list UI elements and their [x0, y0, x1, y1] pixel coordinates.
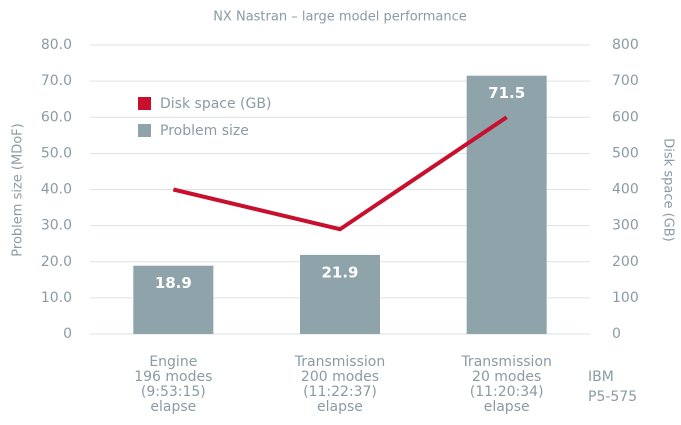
y2-tick-label: 700 — [612, 73, 639, 89]
y-tick-label: 70.0 — [41, 73, 72, 89]
line — [172, 115, 508, 232]
y2-tick-label: 600 — [612, 109, 639, 125]
legend-label: Disk space (GB) — [160, 96, 271, 112]
legend-swatch — [138, 97, 151, 110]
y2-tick-label: 0 — [612, 326, 621, 342]
x-tick-label: Engine 196 modes (9:53:15) elapse — [134, 354, 212, 415]
x-tick-label: Transmission 200 modes (11:22:37) elapse — [294, 354, 385, 415]
bar — [466, 75, 547, 335]
bar-value-label: 71.5 — [488, 84, 525, 102]
bar — [133, 265, 214, 334]
y-axis-label: Problem size (MDoF) — [11, 123, 26, 256]
legend-swatch — [138, 124, 151, 137]
bar-value-label: 21.9 — [321, 263, 358, 281]
y2-tick-label: 200 — [612, 254, 639, 270]
x-tick-label: Transmission 20 modes (11:20:34) elapse — [460, 354, 551, 415]
y-tick-label: 60.0 — [41, 109, 72, 125]
chart-title: NX Nastran – large model performance — [213, 10, 467, 25]
y-tick-label: 10.0 — [41, 290, 72, 306]
y-tick-label: 40.0 — [41, 182, 72, 198]
y2-axis-label: Disk space (GB) — [661, 138, 676, 241]
bar — [300, 254, 380, 334]
annotation: IBM P5-575 — [588, 369, 637, 405]
y-tick-label: 80.0 — [41, 37, 72, 53]
y-tick-label: 20.0 — [41, 254, 72, 270]
y-tick-label: 50.0 — [41, 145, 72, 161]
y2-tick-label: 800 — [612, 37, 639, 53]
y-tick-label: 30.0 — [41, 218, 72, 234]
y-tick-label: 0 — [63, 326, 72, 342]
y2-tick-label: 300 — [612, 218, 639, 234]
bar-value-label: 18.9 — [155, 274, 192, 292]
legend-label: Problem size — [160, 123, 249, 139]
y2-tick-label: 500 — [612, 145, 639, 161]
y2-tick-label: 100 — [612, 290, 639, 306]
y2-tick-label: 400 — [612, 182, 639, 198]
